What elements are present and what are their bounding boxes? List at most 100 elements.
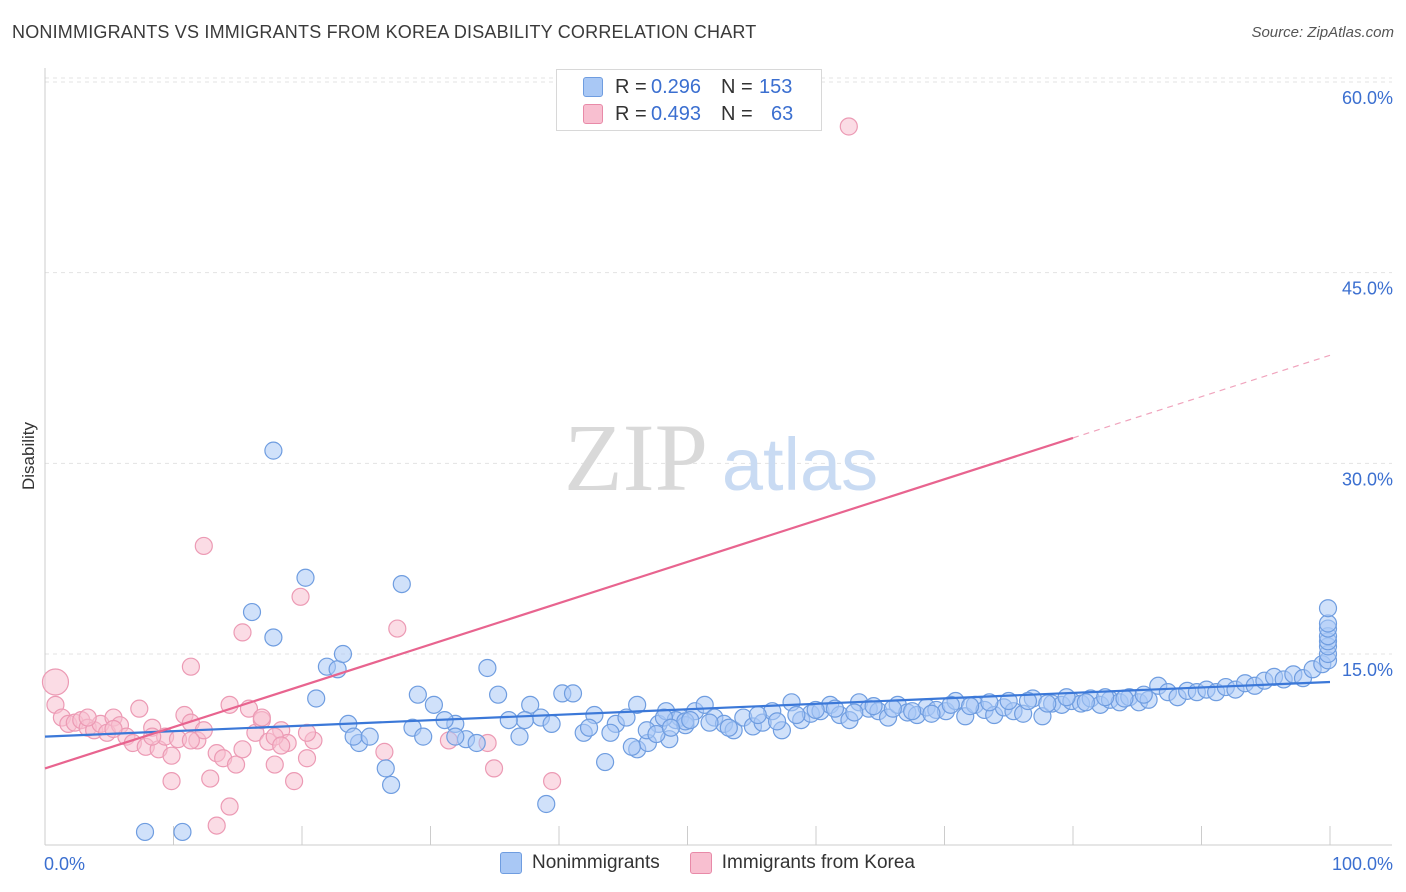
korea-point bbox=[226, 755, 246, 774]
series-legend: Nonimmigrants Immigrants from Korea bbox=[500, 852, 945, 874]
nonimmigrant-point bbox=[424, 695, 443, 714]
nonimmigrant-point bbox=[478, 658, 497, 678]
legend-n-label: N = bbox=[721, 75, 753, 98]
nonimmigrant-point bbox=[787, 705, 806, 725]
nonimmigrant-point bbox=[628, 695, 647, 714]
korea-point bbox=[285, 772, 304, 791]
korea-point bbox=[542, 772, 562, 791]
korea-point bbox=[181, 657, 200, 676]
trend-line-korea bbox=[44, 436, 1074, 770]
nonimmigrant-point bbox=[542, 714, 561, 734]
x-tick-label: 0.0% bbox=[44, 854, 85, 874]
nonimmigrant-point bbox=[1096, 688, 1115, 707]
nonimmigrant-point bbox=[344, 727, 363, 746]
nonimmigrant-point bbox=[767, 712, 787, 731]
nonimmigrant-point bbox=[579, 718, 599, 737]
series-korea-points bbox=[41, 117, 858, 835]
nonimmigrant-point bbox=[903, 702, 922, 721]
korea-point bbox=[291, 587, 310, 606]
korea-point bbox=[265, 755, 284, 774]
nonimmigrant-point bbox=[489, 685, 508, 704]
watermark-zip: ZIP bbox=[564, 404, 708, 511]
korea-point bbox=[375, 742, 394, 761]
grid-lines bbox=[45, 77, 1392, 655]
korea-point bbox=[839, 117, 858, 136]
nonimmigrant-point bbox=[883, 699, 902, 718]
korea-point bbox=[41, 668, 70, 696]
legend-row-nonimmigrants: R = 0.296 N = 153 bbox=[583, 75, 792, 99]
korea-point bbox=[220, 695, 239, 714]
nonimmigrant-point bbox=[825, 699, 845, 718]
nonimmigrant-point bbox=[622, 737, 641, 756]
legend-item-nonimmigrants[interactable]: Nonimmigrants bbox=[500, 852, 660, 874]
nonimmigrant-point bbox=[499, 710, 518, 730]
korea-point bbox=[181, 731, 200, 750]
nonimmigrant-point bbox=[601, 723, 620, 742]
legend-row-korea: R = 0.493 N = 63 bbox=[583, 102, 793, 126]
nonimmigrant-point bbox=[382, 775, 401, 795]
nonimmigrant-point bbox=[173, 822, 192, 842]
nonimmigrant-point bbox=[376, 759, 395, 778]
legend-n-value: 153 bbox=[759, 75, 793, 98]
stats-legend: R = 0.296 N = 153 R = 0.493 N = 63 bbox=[556, 69, 822, 131]
nonimmigrant-point bbox=[1038, 694, 1057, 713]
nonimmigrant-point bbox=[563, 684, 583, 703]
y-axis-label: Disability bbox=[19, 421, 38, 490]
axes bbox=[44, 68, 1392, 846]
korea-point bbox=[484, 759, 504, 778]
source-label: Source: ZipAtlas.com bbox=[1251, 24, 1394, 41]
nonimmigrant-point bbox=[446, 727, 465, 746]
nonimmigrant-point bbox=[135, 822, 155, 842]
nonimmigrant-point bbox=[537, 794, 556, 814]
nonimmigrant-point bbox=[617, 708, 636, 727]
nonimmigrant-point bbox=[333, 644, 353, 664]
korea-point bbox=[252, 708, 271, 727]
nonimmigrant-point bbox=[960, 697, 980, 716]
nonimmigrant-point bbox=[595, 752, 615, 772]
nonimmigrant-point bbox=[1318, 614, 1338, 633]
korea-point bbox=[78, 708, 97, 727]
chart-title: NONIMMIGRANTS VS IMMIGRANTS FROM KOREA D… bbox=[12, 22, 757, 42]
nonimmigrant-point bbox=[264, 628, 283, 647]
nonimmigrant-point bbox=[414, 727, 433, 746]
y-tick-label: 45.0% bbox=[1342, 279, 1393, 299]
korea-point bbox=[207, 816, 226, 835]
legend-label: Nonimmigrants bbox=[532, 852, 660, 873]
legend-item-korea[interactable]: Immigrants from Korea bbox=[689, 852, 915, 874]
nonimmigrant-point bbox=[681, 710, 700, 730]
x-tick-label: 100.0% bbox=[1332, 854, 1393, 874]
korea-point bbox=[233, 740, 252, 759]
korea-point bbox=[233, 623, 252, 642]
nonimmigrant-point bbox=[845, 703, 864, 722]
nonimmigrant-point bbox=[748, 705, 767, 725]
korea-point bbox=[297, 723, 317, 742]
nonimmigrant-point bbox=[941, 695, 960, 714]
trend-line-korea-extension bbox=[1072, 354, 1331, 439]
legend-swatch-pink bbox=[583, 104, 603, 124]
nonimmigrant-point bbox=[510, 727, 529, 746]
korea-point bbox=[162, 772, 181, 791]
trend-line-nonimmigrants bbox=[44, 680, 1331, 738]
tick-labels: 15.0% 30.0% 45.0% 60.0% 0.0% 100.0% bbox=[44, 88, 1393, 874]
korea-point bbox=[272, 736, 291, 755]
nonimmigrant-point bbox=[467, 733, 486, 753]
legend-n-label: N = bbox=[721, 102, 753, 125]
korea-point bbox=[297, 749, 317, 768]
watermark-atlas: atlas bbox=[722, 423, 878, 506]
korea-point bbox=[220, 797, 239, 816]
nonimmigrant-point bbox=[1057, 688, 1076, 707]
korea-point bbox=[201, 769, 220, 788]
nonimmigrant-point bbox=[296, 568, 315, 587]
legend-label: Immigrants from Korea bbox=[721, 852, 915, 873]
nonimmigrant-point bbox=[307, 689, 326, 708]
nonimmigrant-point bbox=[980, 693, 999, 712]
nonimmigrant-point bbox=[661, 718, 681, 737]
y-tick-label: 15.0% bbox=[1342, 660, 1393, 680]
korea-point bbox=[194, 536, 213, 556]
nonimmigrant-point bbox=[1318, 599, 1338, 618]
legend-n-value: 63 bbox=[771, 102, 794, 125]
watermark: ZIP atlas bbox=[564, 404, 878, 511]
y-tick-label: 30.0% bbox=[1342, 469, 1393, 489]
legend-r-label: R = bbox=[615, 102, 647, 125]
